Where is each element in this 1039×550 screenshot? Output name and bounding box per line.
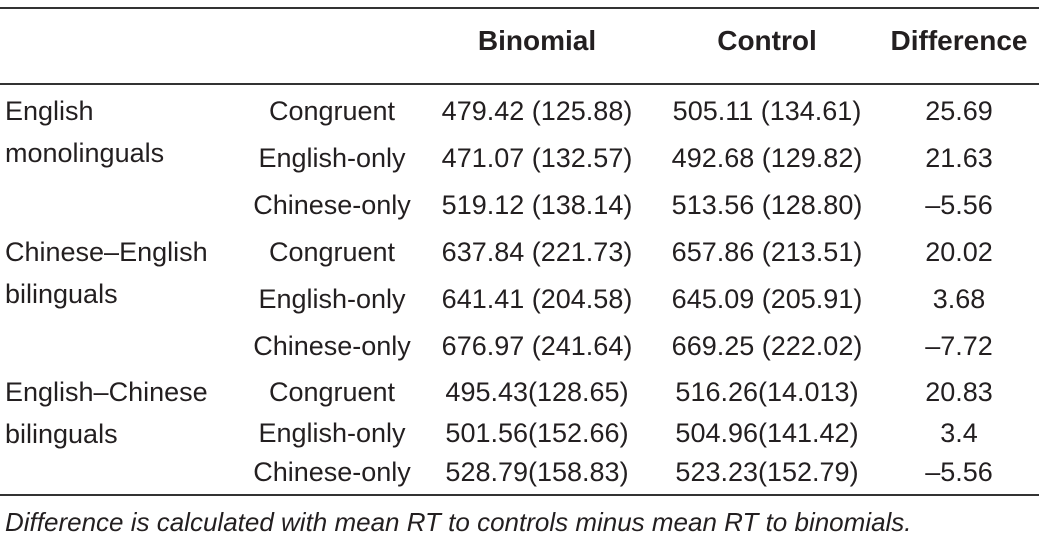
cell-difference: –7.72 (925, 331, 993, 361)
cell-condition: Chinese-only (253, 457, 411, 487)
table-header-rule (0, 83, 1039, 85)
group-label: bilinguals (5, 279, 118, 309)
cell-binomial: 641.41 (204.58) (441, 284, 633, 314)
cell-difference: –5.56 (925, 190, 993, 220)
cell-control: 645.09 (205.91) (671, 284, 863, 314)
cell-control: 523.23(152.79) (675, 457, 859, 487)
group-label: monolinguals (5, 138, 165, 168)
header-difference: Difference (890, 25, 1028, 56)
cell-control: 516.26(14.013) (675, 377, 859, 407)
cell-control: 669.25 (222.02) (671, 331, 863, 361)
cell-condition: Congruent (268, 377, 396, 407)
cell-binomial: 637.84 (221.73) (441, 237, 633, 267)
group-label: English–Chinese (5, 377, 208, 407)
cell-binomial: 528.79(158.83) (445, 457, 629, 487)
cell-binomial: 519.12 (138.14) (441, 190, 633, 220)
cell-difference: –5.56 (925, 457, 993, 487)
cell-control: 513.56 (128.80) (671, 190, 863, 220)
cell-difference: 25.69 (925, 96, 993, 126)
header-control: Control (717, 25, 817, 56)
cell-difference: 3.68 (932, 284, 986, 314)
cell-condition: Congruent (268, 237, 396, 267)
cell-binomial: 471.07 (132.57) (441, 143, 633, 173)
group-label: bilinguals (5, 419, 118, 449)
cell-binomial: 676.97 (241.64) (441, 331, 633, 361)
cell-control: 504.96(141.42) (675, 418, 859, 448)
header-binomial: Binomial (477, 25, 597, 56)
cell-condition: Chinese-only (253, 331, 411, 361)
cell-difference: 3.4 (940, 418, 978, 448)
table-footnote: Difference is calculated with mean RT to… (5, 507, 912, 537)
group-label: English (5, 96, 94, 126)
cell-difference: 20.83 (925, 377, 993, 407)
cell-condition: English-only (258, 418, 406, 448)
cell-binomial: 479.42 (125.88) (441, 96, 633, 126)
cell-difference: 20.02 (925, 237, 993, 267)
cell-condition: English-only (258, 284, 406, 314)
cell-condition: Chinese-only (253, 190, 411, 220)
cell-difference: 21.63 (925, 143, 993, 173)
cell-control: 492.68 (129.82) (671, 143, 863, 173)
cell-condition: English-only (258, 143, 406, 173)
group-label: Chinese–English (5, 237, 208, 267)
cell-control: 657.86 (213.51) (671, 237, 863, 267)
table-top-rule (0, 7, 1039, 9)
cell-binomial: 495.43(128.65) (445, 377, 629, 407)
cell-condition: Congruent (268, 96, 396, 126)
cell-binomial: 501.56(152.66) (445, 418, 629, 448)
table-bottom-rule (0, 494, 1039, 496)
cell-control: 505.11 (134.61) (672, 96, 862, 126)
